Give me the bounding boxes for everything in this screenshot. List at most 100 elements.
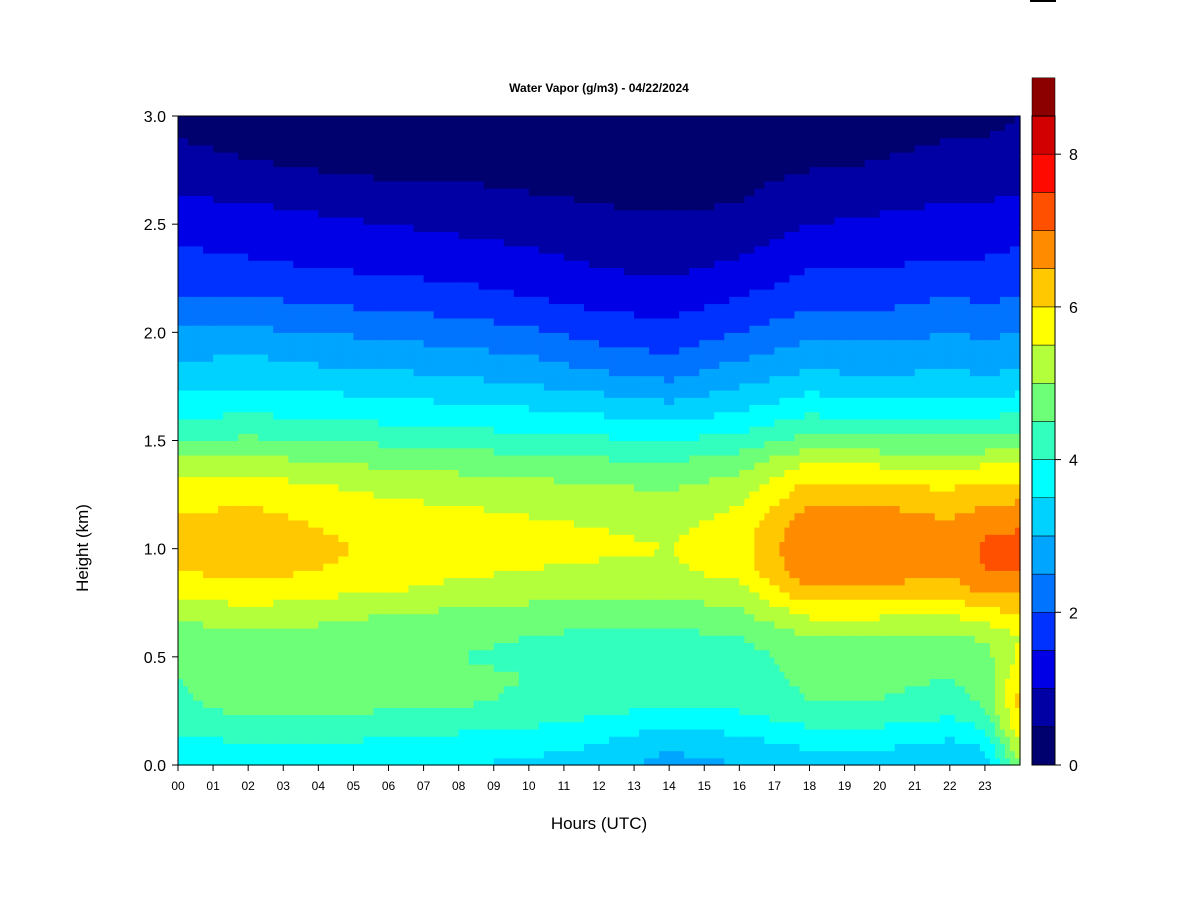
heatmap-cell (443, 339, 450, 348)
heatmap-cell (303, 238, 309, 247)
heatmap-cell (423, 173, 430, 182)
heatmap-cell (318, 664, 324, 672)
heatmap-cell (223, 390, 229, 398)
heatmap-cell (413, 390, 420, 398)
heatmap-cell (293, 166, 299, 175)
heatmap-cell (198, 296, 204, 305)
heatmap-cell (323, 209, 329, 218)
heatmap-cell (208, 721, 214, 730)
heatmap-cell (318, 224, 324, 232)
heatmap-cell (418, 714, 425, 723)
heatmap-cell (393, 173, 400, 182)
heatmap-cell (303, 656, 309, 665)
heatmap-cell (428, 454, 435, 463)
heatmap-cell (313, 750, 319, 759)
heatmap-cell (188, 224, 194, 232)
heatmap-cell (398, 736, 405, 744)
heatmap-cell (358, 627, 365, 636)
heatmap-cell (428, 281, 435, 290)
heatmap-cell (348, 656, 355, 665)
heatmap-cell (318, 519, 324, 528)
heatmap-cell (428, 570, 435, 579)
heatmap-cell (188, 281, 194, 290)
heatmap-cell (393, 519, 400, 528)
heatmap-cell (358, 555, 365, 564)
heatmap-cell (373, 195, 380, 204)
heatmap-cell (323, 433, 329, 442)
heatmap-cell (443, 238, 450, 247)
heatmap-cell (418, 123, 425, 132)
heatmap-cell (448, 245, 455, 254)
heatmap-cell (293, 296, 299, 305)
heatmap-cell (238, 714, 244, 723)
heatmap-cell (238, 642, 244, 651)
heatmap-cell (388, 454, 395, 463)
heatmap-cell (353, 685, 360, 694)
heatmap-cell (388, 375, 395, 384)
heatmap-cell (443, 519, 450, 528)
heatmap-cell (403, 303, 410, 312)
heatmap-cell (248, 642, 254, 651)
heatmap-cell (263, 570, 269, 579)
heatmap-cell (433, 353, 440, 362)
heatmap-cell (418, 577, 425, 586)
heatmap-cell (343, 728, 349, 737)
heatmap-cell (208, 152, 214, 160)
heatmap-cell (353, 656, 360, 665)
heatmap-cell (398, 656, 405, 665)
heatmap-cell (393, 512, 400, 521)
heatmap-cell (228, 714, 234, 723)
heatmap-cell (423, 519, 430, 528)
heatmap-cell (398, 353, 405, 362)
heatmap-cell (333, 649, 339, 658)
heatmap-cell (328, 447, 334, 456)
heatmap-cell (433, 599, 440, 607)
heatmap-cell (283, 303, 289, 312)
heatmap-cell (448, 188, 455, 196)
heatmap-cell (333, 116, 339, 124)
heatmap-cell (443, 656, 450, 665)
heatmap-cell (228, 353, 234, 362)
heatmap-cell (308, 274, 314, 283)
heatmap-cell (353, 368, 360, 377)
heatmap-cell (178, 209, 184, 218)
heatmap-cell (383, 757, 390, 766)
heatmap-cell (383, 245, 390, 254)
heatmap-cell (293, 627, 299, 636)
heatmap-cell (408, 231, 415, 240)
heatmap-cell (213, 231, 219, 240)
heatmap-cell (393, 584, 400, 593)
heatmap-cell (328, 267, 334, 276)
heatmap-cell (353, 505, 360, 514)
heatmap-cell (298, 173, 304, 182)
heatmap-cell (418, 584, 425, 593)
heatmap-cell (283, 390, 289, 398)
heatmap-cell (318, 476, 324, 485)
heatmap-cell (398, 231, 405, 240)
heatmap-cell (223, 245, 229, 254)
heatmap-cell (238, 563, 244, 571)
heatmap-cell (338, 209, 344, 218)
heatmap-cell (198, 375, 204, 384)
heatmap-cell (308, 469, 314, 478)
heatmap-cell (373, 296, 380, 305)
heatmap-cell (408, 642, 415, 651)
heatmap-cell (358, 700, 365, 708)
heatmap-cell (328, 714, 334, 723)
heatmap-cell (263, 512, 269, 521)
heatmap-cell (213, 440, 219, 449)
heatmap-cell (258, 346, 264, 355)
heatmap-cell (228, 664, 234, 672)
heatmap-cell (318, 253, 324, 261)
heatmap-cell (308, 411, 314, 420)
heatmap-cell (278, 462, 284, 470)
heatmap-cell (333, 685, 339, 694)
heatmap-cell (198, 231, 204, 240)
heatmap-cell (398, 476, 405, 485)
heatmap-cell (208, 656, 214, 665)
heatmap-cell (283, 642, 289, 651)
heatmap-cell (233, 541, 239, 550)
heatmap-cell (303, 750, 309, 759)
heatmap-cell (388, 627, 395, 636)
heatmap-cell (183, 245, 189, 254)
